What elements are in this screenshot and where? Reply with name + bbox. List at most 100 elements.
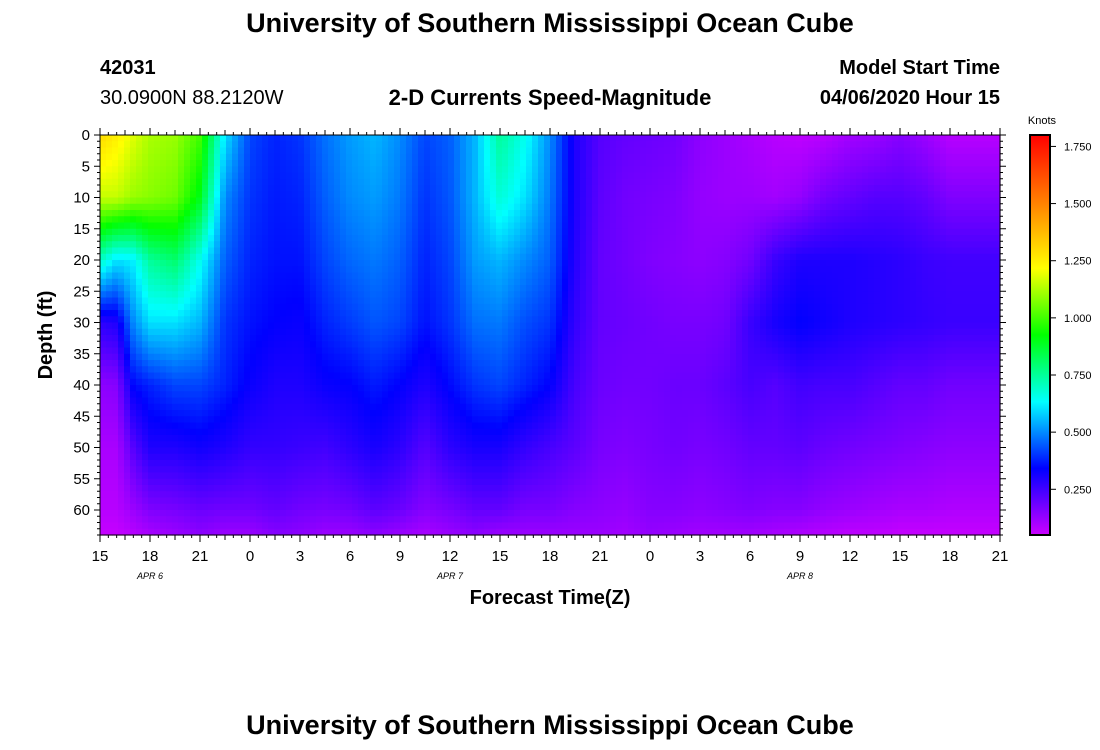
heatmap-cell [532, 453, 539, 461]
heatmap-cell [532, 441, 539, 449]
heatmap-cell [514, 410, 521, 417]
heatmap-cell [460, 241, 467, 249]
heatmap-cell [214, 416, 221, 424]
heatmap-cell [232, 472, 239, 480]
heatmap-cell [310, 310, 317, 317]
heatmap-cell [178, 447, 185, 455]
heatmap-cell [262, 435, 269, 442]
heatmap-cell [490, 141, 497, 149]
heatmap-cell [292, 153, 299, 161]
heatmap-cell [214, 241, 221, 249]
heatmap-cell [562, 147, 569, 155]
heatmap-cell [424, 266, 431, 274]
heatmap-cell [232, 203, 239, 211]
heatmap-cell [268, 391, 275, 399]
heatmap-cell [340, 528, 347, 536]
heatmap-cell [562, 172, 569, 180]
heatmap-cell [220, 441, 227, 449]
heatmap-cell [436, 135, 443, 142]
heatmap-cell [550, 210, 557, 217]
heatmap-cell [280, 528, 287, 536]
heatmap-cell [424, 316, 431, 324]
heatmap-cell [124, 178, 131, 186]
heatmap-cell [184, 141, 191, 149]
heatmap-cell [460, 310, 467, 317]
heatmap-cell [526, 510, 533, 517]
heatmap-cell [160, 385, 167, 392]
heatmap-cell [160, 247, 167, 255]
heatmap-cell [190, 316, 197, 324]
heatmap-cell [388, 435, 395, 442]
heatmap-cell [532, 353, 539, 361]
heatmap-cell [418, 216, 425, 224]
heatmap-cell [274, 403, 281, 411]
heatmap-cell [400, 522, 407, 530]
heatmap-cell [166, 172, 173, 180]
heatmap-cell [550, 410, 557, 417]
heatmap-cell [292, 247, 299, 255]
heatmap-cell [538, 441, 545, 449]
heatmap-cell [136, 253, 143, 261]
heatmap-cell [280, 153, 287, 161]
heatmap-cell [514, 253, 521, 261]
heatmap-cell [232, 322, 239, 330]
heatmap-cell [190, 378, 197, 386]
heatmap-cell [502, 391, 509, 399]
heatmap-cell [484, 160, 491, 167]
heatmap-cell [352, 297, 359, 305]
heatmap-cell [310, 453, 317, 461]
heatmap-cell [370, 241, 377, 249]
heatmap-cell [412, 197, 419, 205]
heatmap-cell [520, 360, 527, 367]
heatmap-cell [262, 203, 269, 211]
heatmap-cell [364, 360, 371, 367]
heatmap-cell [130, 160, 137, 167]
heatmap-cell [208, 503, 215, 511]
heatmap-cell [514, 191, 521, 199]
heatmap-cell [562, 485, 569, 492]
heatmap-cell [472, 360, 479, 367]
heatmap-cell [196, 485, 203, 492]
heatmap-cell [490, 285, 497, 292]
heatmap-cell [430, 191, 437, 199]
heatmap-cell [514, 416, 521, 424]
heatmap-cell [208, 491, 215, 499]
heatmap-cell [112, 441, 119, 449]
heatmap-cell [478, 166, 485, 174]
heatmap-cell [238, 303, 245, 311]
heatmap-cell [166, 522, 173, 530]
heatmap-cell [472, 210, 479, 217]
heatmap-cell [364, 235, 371, 242]
heatmap-cell [160, 285, 167, 292]
heatmap-cell [340, 172, 347, 180]
heatmap-cell [142, 135, 149, 142]
heatmap-cell [424, 322, 431, 330]
heatmap-cell [472, 397, 479, 405]
heatmap-cell [508, 485, 515, 492]
heatmap-cell [472, 503, 479, 511]
heatmap-cell [340, 397, 347, 405]
heatmap-cell [208, 335, 215, 342]
heatmap-cell [562, 466, 569, 474]
heatmap-cell [340, 378, 347, 386]
heatmap-cell [118, 160, 125, 167]
heatmap-cell [346, 166, 353, 174]
heatmap-cell [490, 178, 497, 186]
heatmap-cell [412, 478, 419, 486]
heatmap-cell [100, 528, 107, 536]
heatmap-cell [172, 491, 179, 499]
heatmap-cell [268, 228, 275, 236]
heatmap-cell [280, 372, 287, 380]
heatmap-cell [424, 428, 431, 436]
heatmap-cell [370, 160, 377, 167]
heatmap-cell [304, 266, 311, 274]
heatmap-cell [124, 147, 131, 155]
heatmap-cell [124, 253, 131, 261]
heatmap-cell [352, 247, 359, 255]
heatmap-cell [466, 378, 473, 386]
heatmap-cell [280, 447, 287, 455]
heatmap-cell [508, 153, 515, 161]
heatmap-cell [148, 403, 155, 411]
heatmap-cell [394, 241, 401, 249]
heatmap-cell [544, 435, 551, 442]
